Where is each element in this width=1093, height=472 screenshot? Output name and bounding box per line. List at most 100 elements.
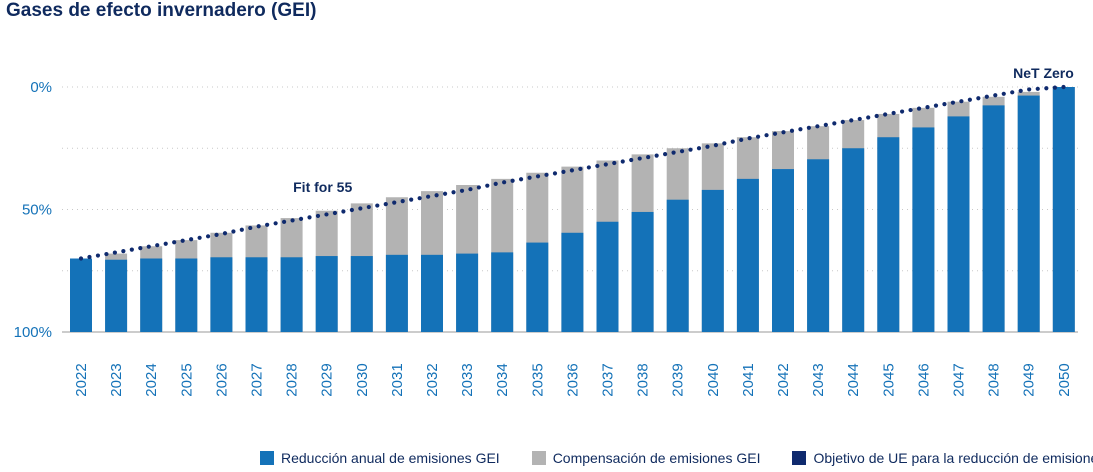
target-line-dot (561, 169, 566, 174)
y-tick-label: 100% (14, 324, 52, 341)
target-line-dot (476, 185, 481, 190)
bar-reduccion (701, 189, 724, 332)
target-line-dot (663, 152, 668, 157)
target-line-dot (214, 232, 219, 237)
target-line-dot (290, 218, 295, 223)
legend-label-objetivo: Objetivo de UE para la reducción de emis… (813, 450, 1093, 466)
x-tick-label: 2029 (319, 363, 336, 396)
target-line-dot (1018, 88, 1023, 93)
bar-reduccion (105, 259, 128, 332)
target-line-dot (451, 190, 456, 195)
target-line-dot (1061, 84, 1066, 90)
target-line-dot (798, 127, 803, 132)
x-tick-label: 2041 (740, 363, 757, 396)
target-line-dot (1035, 86, 1040, 91)
target-line-dot (857, 116, 862, 122)
target-line-dot (222, 231, 228, 236)
target-line-dot (823, 122, 828, 127)
bar-reduccion (561, 232, 584, 332)
target-line-dot (1001, 91, 1006, 96)
bar-reduccion (140, 258, 163, 332)
target-line-dot (231, 229, 236, 234)
x-tick-label: 2035 (529, 363, 546, 396)
target-line-dot (180, 238, 185, 243)
target-line-dot (146, 244, 151, 249)
target-line-dot (400, 199, 405, 204)
target-line-dot (739, 137, 744, 142)
x-tick-label: 2024 (143, 363, 160, 396)
x-tick-label: 2049 (1021, 363, 1038, 396)
target-line-dot (637, 156, 642, 161)
target-line-dot (239, 227, 244, 232)
target-line-dot (434, 193, 439, 198)
target-line-dot (629, 157, 634, 163)
target-line-dot (409, 197, 414, 202)
target-line-dot (925, 105, 930, 110)
target-line-dot (527, 175, 532, 180)
target-line-dot (569, 168, 575, 173)
target-line-dot (764, 133, 769, 138)
target-line-dot (874, 113, 879, 119)
bar-reduccion (842, 148, 865, 332)
x-tick-label: 2037 (600, 363, 617, 396)
bar-reduccion (807, 159, 830, 332)
target-line-dot (849, 118, 854, 123)
target-line-dot (341, 209, 346, 214)
target-line-dot (942, 102, 947, 107)
target-line-dot (722, 141, 727, 146)
target-line-dot (544, 172, 549, 177)
bar-reduccion (70, 258, 92, 332)
target-line-dot (138, 246, 143, 251)
target-line-dot (730, 139, 735, 144)
x-tick-label: 2038 (635, 363, 652, 396)
target-line-dot (315, 213, 321, 219)
target-line-dot (383, 201, 388, 207)
target-line-dot (1052, 85, 1058, 90)
bar-reduccion (526, 242, 549, 332)
x-tick-label: 2034 (494, 363, 511, 396)
bar-reduccion (877, 137, 900, 332)
target-line-dot (493, 181, 498, 187)
x-tick-label: 2048 (986, 363, 1003, 396)
bar-reduccion (596, 221, 619, 332)
x-tick-label: 2045 (880, 363, 897, 396)
target-line-dot (755, 134, 761, 139)
target-line-dot (468, 187, 473, 192)
target-line-dot (832, 121, 837, 126)
target-line-dot (586, 165, 591, 170)
target-line-dot (976, 96, 981, 101)
target-line-dot (282, 219, 287, 224)
target-line-dot (442, 191, 448, 196)
target-line-dot (933, 103, 939, 108)
target-line-dot (612, 160, 617, 166)
bar-reduccion (315, 256, 338, 332)
target-line-dot (984, 94, 989, 99)
bar-reduccion (982, 105, 1005, 332)
target-line-dot (1010, 90, 1015, 95)
x-tick-label: 2047 (951, 363, 968, 396)
target-line-dot (265, 222, 270, 227)
target-line-dot (392, 200, 397, 205)
target-line-dot (426, 194, 431, 199)
target-line-dot (679, 149, 685, 154)
target-line-dot (197, 235, 202, 240)
target-line-dot (298, 216, 304, 221)
x-tick-label: 2042 (775, 363, 792, 396)
bar-reduccion (912, 127, 935, 332)
x-tick-label: 2022 (73, 363, 90, 396)
legend-swatch-objetivo (792, 451, 807, 465)
target-line-dot (959, 99, 964, 104)
target-line-dot (248, 225, 253, 231)
annotation-fit-for-55: Fit for 55 (293, 179, 352, 195)
bar-reduccion (175, 258, 198, 332)
chart-title: Gases de efecto invernadero (GEI) (6, 0, 317, 21)
target-line-dot (993, 93, 998, 98)
target-line-dot (671, 150, 676, 155)
x-tick-label: 2036 (564, 363, 581, 396)
bar-reduccion (245, 257, 268, 332)
target-line-dot (696, 146, 702, 151)
target-line-dot (908, 107, 913, 113)
legend-label-reduccion: Reducción anual de emisiones GEI (281, 450, 500, 466)
target-line-dot (324, 212, 329, 217)
legend: Reducción anual de emisiones GEI Compens… (260, 450, 1093, 466)
